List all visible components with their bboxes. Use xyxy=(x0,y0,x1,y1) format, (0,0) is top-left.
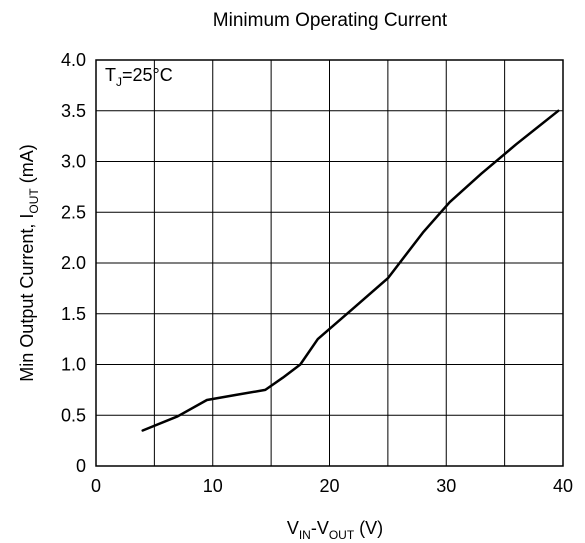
y-axis-ticks: 0 0.5 1.0 1.5 2.0 2.5 3.0 3.5 4.0 xyxy=(61,50,86,476)
data-point xyxy=(515,143,517,145)
x-label-base: V xyxy=(287,518,299,538)
chart-title: Minimum Operating Current xyxy=(213,10,448,31)
plot-frame xyxy=(95,59,564,467)
x-label-sep: -V xyxy=(311,518,329,538)
y-tick-label: 1.0 xyxy=(61,355,86,375)
x-label-sub-in: IN xyxy=(299,528,311,542)
data-point xyxy=(235,394,237,396)
y-tick-label: 2.0 xyxy=(61,253,86,273)
x-axis-ticks: 0 10 20 30 40 xyxy=(91,476,573,496)
x-label-tail: (V) xyxy=(354,518,383,538)
annotation-tail: =25°C xyxy=(122,65,173,85)
x-tick-label: 30 xyxy=(436,476,456,496)
annotation-base: T xyxy=(105,65,116,85)
y-tick-label: 1.5 xyxy=(61,304,86,324)
temperature-annotation: TJ=25°C xyxy=(105,65,173,89)
y-tick-label: 4.0 xyxy=(61,50,86,70)
data-point xyxy=(422,231,424,234)
data-point xyxy=(387,277,389,279)
y-tick-label: 3.0 xyxy=(61,152,86,172)
y-axis-label: Min Output Current, IOUT (mA) xyxy=(17,144,41,381)
grid xyxy=(96,60,563,466)
x-tick-label: 20 xyxy=(319,476,339,496)
data-point xyxy=(142,429,144,432)
x-label-sub-out: OUT xyxy=(329,528,355,542)
data-point xyxy=(264,389,266,391)
x-axis-label: VIN-VOUT (V) xyxy=(287,518,383,542)
y-tick-label: 2.5 xyxy=(61,202,86,222)
data-point xyxy=(282,377,284,379)
x-tick-label: 40 xyxy=(553,476,573,496)
series-line xyxy=(141,109,560,432)
y-label-prefix: Min Output Current, I xyxy=(17,214,37,382)
data-point xyxy=(449,201,451,203)
data-point xyxy=(206,399,208,401)
data-point xyxy=(299,363,301,366)
y-label-tail: (mA) xyxy=(17,144,37,188)
y-tick-label: 0.5 xyxy=(61,405,86,425)
data-point xyxy=(352,308,354,310)
data-point xyxy=(317,338,319,340)
y-tick-label: 0 xyxy=(76,456,86,476)
data-point xyxy=(177,415,179,417)
y-tick-label: 3.5 xyxy=(61,101,86,121)
series-layer xyxy=(141,109,560,432)
data-point xyxy=(557,110,559,112)
x-tick-label: 10 xyxy=(203,476,223,496)
annotation-sub: J xyxy=(116,75,122,89)
plot-border xyxy=(95,59,564,467)
data-point xyxy=(480,173,482,175)
y-label-sub: OUT xyxy=(27,188,41,214)
x-tick-label: 0 xyxy=(91,476,101,496)
